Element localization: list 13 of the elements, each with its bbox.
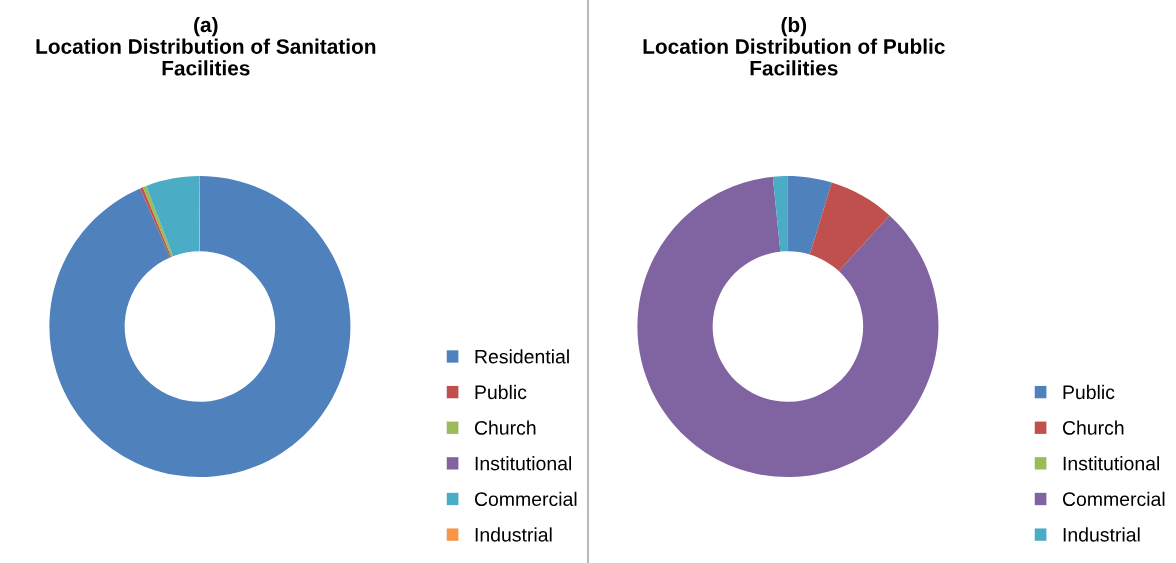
chart-title: (a) Location Distribution of Sanitation Facilities — [36, 16, 376, 76]
legend-label: Industrial — [475, 527, 552, 542]
legend-label: Commercial — [1062, 491, 1165, 507]
legend-label: Commercial — [474, 491, 577, 507]
legend-label: Public — [475, 384, 527, 400]
legend-label: Institutional — [475, 456, 572, 471]
legend-label: Church — [474, 420, 536, 435]
chart-title: (b) Location Distribution of Public Facilities — [643, 16, 945, 76]
legend-label: Industrial — [1063, 527, 1140, 542]
legend-label: Residential — [475, 349, 569, 364]
legend-label: Church — [1062, 420, 1124, 435]
legend-label: Institutional — [1063, 456, 1160, 471]
legend-label: Public — [1063, 384, 1115, 400]
